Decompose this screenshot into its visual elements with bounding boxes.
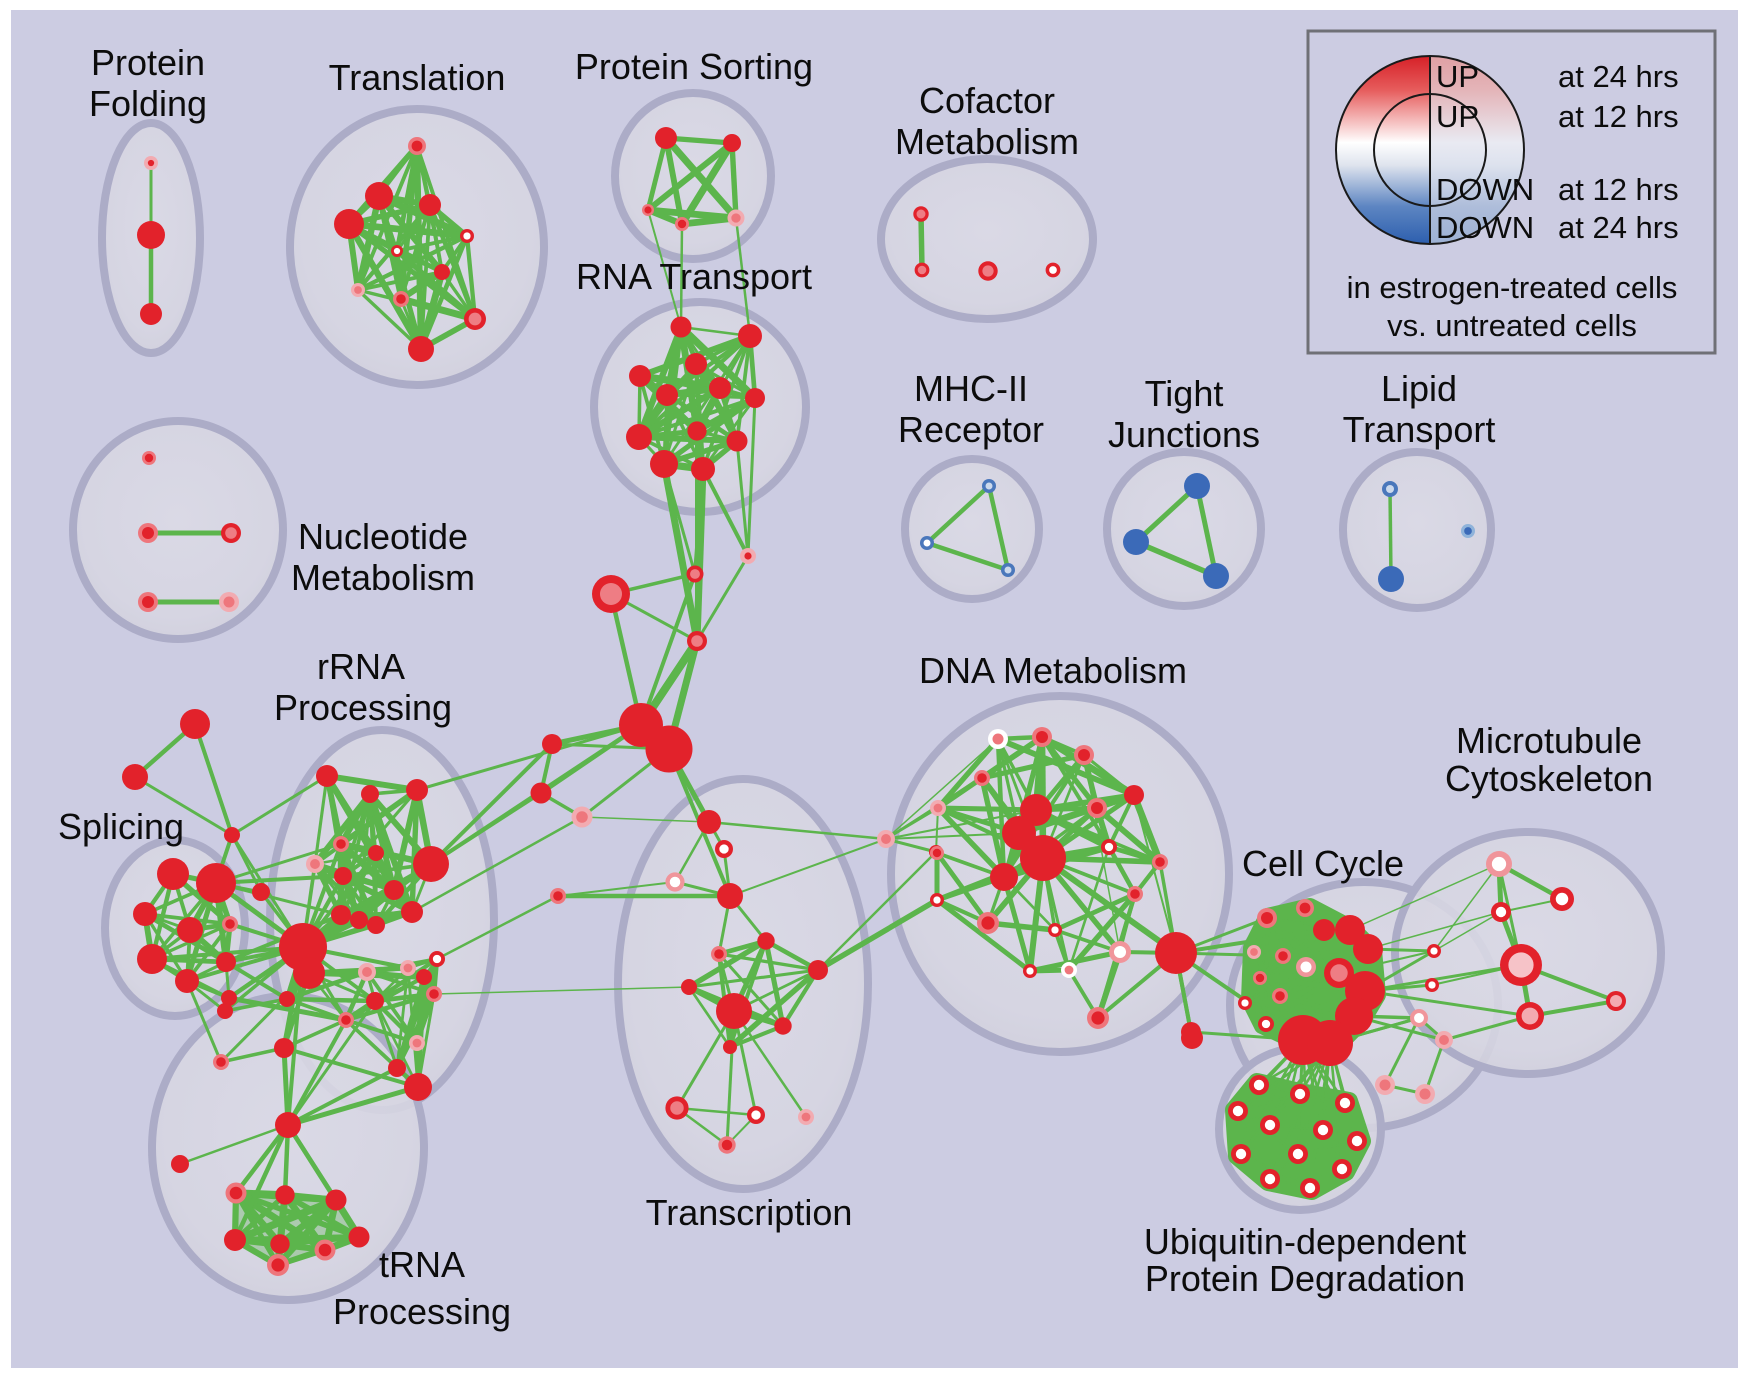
svg-text:rRNA: rRNA bbox=[317, 646, 405, 687]
svg-text:Nucleotide: Nucleotide bbox=[298, 516, 468, 557]
svg-text:DOWN: DOWN bbox=[1436, 210, 1534, 245]
svg-text:MHC-II: MHC-II bbox=[914, 368, 1028, 409]
svg-text:Ubiquitin-dependent: Ubiquitin-dependent bbox=[1144, 1221, 1466, 1262]
svg-text:Microtubule: Microtubule bbox=[1456, 720, 1642, 761]
svg-text:in estrogen-treated cells: in estrogen-treated cells bbox=[1347, 270, 1678, 305]
svg-text:Folding: Folding bbox=[89, 83, 207, 124]
svg-text:DOWN: DOWN bbox=[1436, 172, 1534, 207]
svg-text:Receptor: Receptor bbox=[898, 409, 1044, 450]
svg-text:Junctions: Junctions bbox=[1108, 414, 1260, 455]
svg-text:UP: UP bbox=[1436, 59, 1479, 94]
svg-text:Splicing: Splicing bbox=[58, 806, 184, 847]
svg-text:Transport: Transport bbox=[1343, 409, 1496, 450]
svg-text:Tight: Tight bbox=[1145, 373, 1224, 414]
svg-text:Cofactor: Cofactor bbox=[919, 80, 1055, 121]
svg-text:at 12 hrs: at 12 hrs bbox=[1558, 99, 1679, 134]
svg-text:Metabolism: Metabolism bbox=[291, 557, 475, 598]
svg-text:Processing: Processing bbox=[333, 1291, 511, 1332]
svg-text:Processing: Processing bbox=[274, 687, 452, 728]
svg-text:tRNA: tRNA bbox=[379, 1244, 465, 1285]
svg-text:UP: UP bbox=[1436, 99, 1479, 134]
svg-text:vs. untreated cells: vs. untreated cells bbox=[1387, 308, 1637, 343]
svg-text:Lipid: Lipid bbox=[1381, 368, 1457, 409]
svg-text:DNA Metabolism: DNA Metabolism bbox=[919, 650, 1187, 691]
svg-text:at 24 hrs: at 24 hrs bbox=[1558, 210, 1679, 245]
svg-text:at 24 hrs: at 24 hrs bbox=[1558, 59, 1679, 94]
svg-text:Translation: Translation bbox=[329, 57, 506, 98]
svg-text:Protein Degradation: Protein Degradation bbox=[1145, 1258, 1465, 1299]
svg-text:Metabolism: Metabolism bbox=[895, 121, 1079, 162]
svg-text:Cell Cycle: Cell Cycle bbox=[1242, 843, 1404, 884]
svg-text:Protein Sorting: Protein Sorting bbox=[575, 46, 813, 87]
svg-text:at 12 hrs: at 12 hrs bbox=[1558, 172, 1679, 207]
svg-text:Cytoskeleton: Cytoskeleton bbox=[1445, 758, 1653, 799]
svg-text:Transcription: Transcription bbox=[646, 1192, 853, 1233]
svg-text:Protein: Protein bbox=[91, 42, 205, 83]
svg-text:RNA Transport: RNA Transport bbox=[576, 256, 812, 297]
